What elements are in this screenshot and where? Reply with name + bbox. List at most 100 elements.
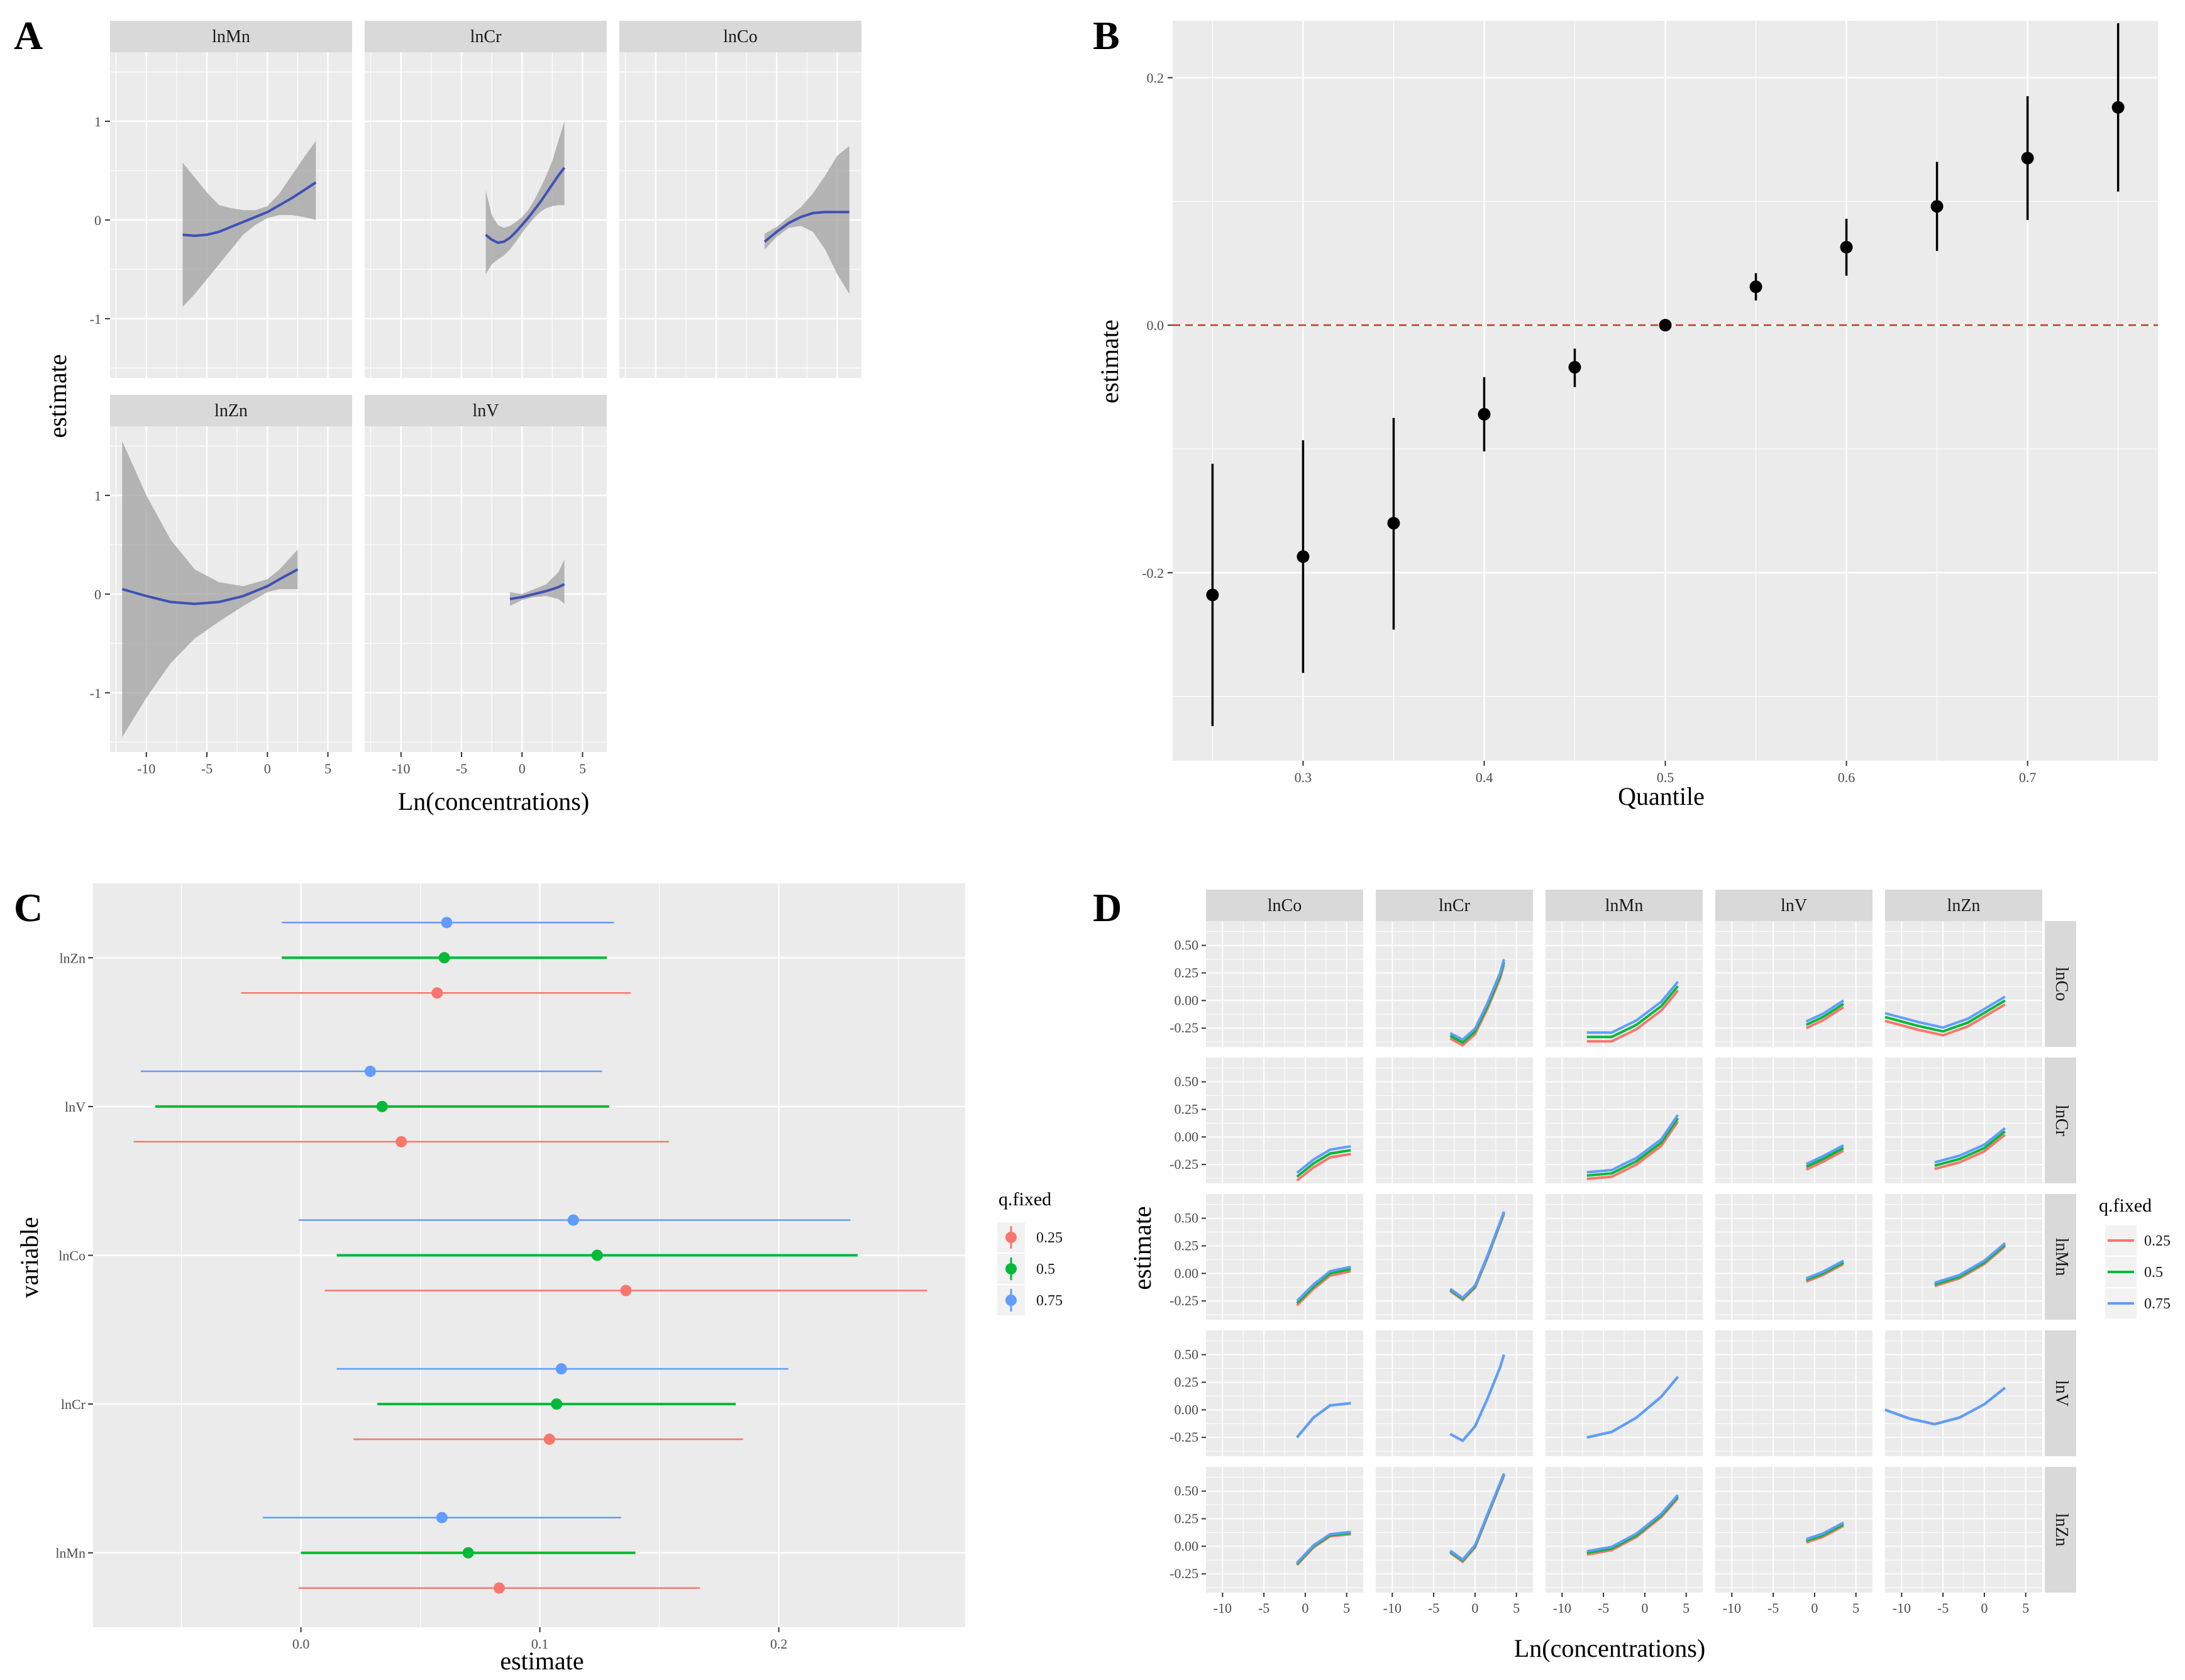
panel-label-d: D: [1093, 885, 1122, 930]
estimate-point: [551, 1398, 563, 1410]
facet-strip: [365, 395, 607, 426]
interaction-curve: [1884, 1386, 2006, 1426]
interaction-curve: [1805, 1147, 1844, 1168]
grid-cell: [1376, 1194, 1533, 1320]
column-strip-label: lnMn: [1605, 896, 1644, 915]
facet-strip: [110, 21, 352, 52]
row-strip-label: lnZn: [2052, 1513, 2071, 1547]
column-strip-label: lnCo: [1268, 896, 1302, 915]
panel-d-legend-title: q.fixed: [2099, 1195, 2152, 1216]
interaction-curve: [1805, 1261, 1844, 1281]
interaction-curve: [1934, 1244, 2006, 1286]
x-tick-label: 0.3: [1295, 770, 1312, 785]
y-tick-label: 0: [94, 213, 101, 228]
panel-b-quantile-estimates: Quantile estimate -0.2 0.0 0.2 0.3 0.4 0.5 0.6…: [1095, 21, 2158, 810]
x-tick-label: -5: [1428, 1600, 1439, 1616]
x-tick-label: -5: [456, 761, 467, 776]
facet-strip-label: lnZn: [214, 401, 248, 421]
estimate-point: [1387, 517, 1400, 530]
x-tick-label: 0.7: [2019, 770, 2037, 785]
category-label: lnMn: [55, 1545, 86, 1561]
x-tick-label: -10: [137, 761, 155, 776]
grid-cell: -10 -5 0 5: [1376, 1467, 1533, 1616]
panel-b-y-axis-title: estimate: [1095, 319, 1124, 403]
row-strip-label: lnV: [2052, 1380, 2071, 1406]
interaction-curve: [1296, 1269, 1351, 1307]
panel-c-variable-estimates: estimate variable q.fixed lnZn lnV lnCo lnC…: [15, 883, 1063, 1675]
interaction-curve: [1296, 1265, 1351, 1302]
row-strip: [2045, 1330, 2076, 1456]
response-curve: [763, 211, 849, 243]
panel-c-y-axis-title: variable: [15, 1217, 43, 1298]
x-tick-label: -10: [392, 761, 410, 776]
y-tick-label: -0.25: [1170, 1020, 1198, 1036]
panel-label-c: C: [14, 885, 43, 930]
x-tick-label: 0.4: [1476, 770, 1493, 785]
x-tick-label: 0: [519, 761, 526, 776]
x-tick-label: 0: [1302, 1600, 1308, 1616]
x-tick-label: 5: [1683, 1600, 1690, 1616]
interaction-curve: [1449, 1354, 1505, 1442]
panel-b-x-axis-title: Quantile: [1618, 782, 1705, 810]
y-tick-label: -0.25: [1170, 1566, 1198, 1581]
x-tick-label: 5: [1513, 1600, 1520, 1616]
y-tick-label: 0.00: [1175, 1129, 1199, 1144]
interaction-curve: [1449, 1211, 1505, 1300]
interaction-curve: [1884, 1003, 2006, 1037]
grid-cell: [1376, 921, 1533, 1047]
estimate-point: [1749, 280, 1762, 294]
x-tick-label: 0.0: [292, 1636, 310, 1652]
legend-key-point: [1005, 1295, 1017, 1306]
row-strip: [2045, 1058, 2076, 1183]
panel-c-legend-title: q.fixed: [998, 1189, 1051, 1210]
facet-strip-label: lnMn: [212, 27, 250, 47]
facet-lnMn: lnMn -1 0 1: [90, 21, 352, 378]
interaction-curve: [1805, 1259, 1844, 1280]
grid-cell: -10 -5 0 5: [1885, 1467, 2042, 1616]
category-label: lnZn: [59, 950, 86, 966]
facet-lnV: lnV -10 -5 0 5: [365, 395, 607, 776]
y-tick-label: 0.50: [1175, 937, 1199, 953]
y-tick-label: -0.25: [1170, 1156, 1198, 1172]
interaction-curve: [1586, 990, 1679, 1043]
row-strip-label: lnCo: [2052, 967, 2071, 1001]
interaction-curve: [1296, 1152, 1351, 1182]
confidence-ribbon: [182, 141, 316, 307]
x-tick-label: 5: [1343, 1600, 1350, 1616]
category-label: lnCo: [58, 1248, 86, 1264]
row-strip: [2045, 1467, 2076, 1593]
column-strip: [1376, 890, 1533, 921]
y-tick-label: -0.2: [1142, 565, 1164, 581]
interaction-curve: [1805, 1144, 1844, 1166]
facet-lnZn: lnZn-101-10 -5 0 5: [90, 395, 352, 776]
estimate-point: [591, 1249, 603, 1261]
x-tick-label: 0: [1811, 1600, 1818, 1616]
x-tick-label: 5: [324, 761, 331, 776]
interaction-curve: [1586, 985, 1679, 1039]
estimate-point: [462, 1547, 474, 1559]
facet-lnCo: lnCo: [619, 21, 861, 378]
legend-label: 0.75: [1036, 1293, 1063, 1309]
x-tick-label: 0.1: [531, 1636, 549, 1652]
interaction-curve: [1296, 1530, 1351, 1564]
grid-cell: 0.50 0.25 0.00 -0.25: [1170, 1330, 1363, 1456]
facet-strip: [619, 21, 861, 52]
x-tick-label: 0: [1641, 1600, 1648, 1616]
grid-cell: -10 -5 0 5: [1715, 1467, 1872, 1616]
y-tick-label: 0.25: [1175, 964, 1199, 980]
x-tick-label: 0: [1471, 1600, 1478, 1616]
interaction-curve: [1805, 1006, 1844, 1030]
column-strip: [1206, 890, 1363, 921]
estimate-point: [396, 1136, 407, 1147]
interaction-curve: [1934, 1127, 2006, 1164]
legend-label: 0.75: [2144, 1296, 2171, 1312]
y-tick-label: 0.00: [1175, 1538, 1199, 1554]
estimate-point: [620, 1285, 632, 1296]
x-tick-label: -5: [1598, 1600, 1609, 1616]
row-strip-label: lnCr: [2052, 1105, 2071, 1136]
y-tick-label: 1: [94, 114, 101, 130]
interaction-curve: [1449, 1473, 1505, 1562]
legend-key-point: [1005, 1232, 1017, 1243]
interaction-curve: [1449, 958, 1505, 1042]
interaction-curve: [1806, 1523, 1844, 1542]
